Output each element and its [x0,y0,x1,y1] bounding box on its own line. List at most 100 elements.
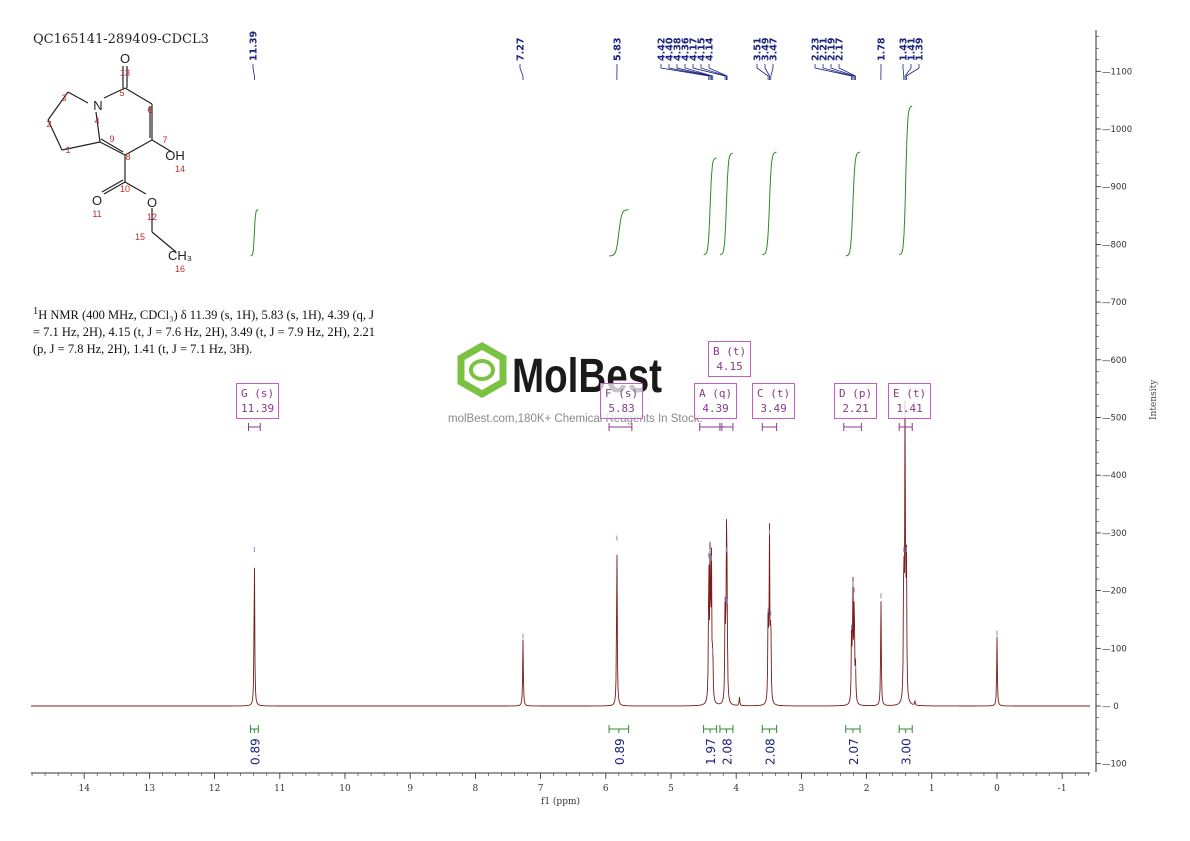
peak-label-connector [756,64,769,80]
bond [99,141,126,156]
peak-label: 11.39 [249,31,260,61]
integral-curve [250,209,259,257]
integral-curve [762,151,777,256]
multiplet-label: A (q) [699,387,733,400]
atom-number: 11 [92,209,101,219]
atom-number: 12 [147,212,157,222]
peak-label: 3.51 [753,38,764,61]
peak-label: 1.78 [877,37,888,61]
y-tick-label: —700 [1102,298,1127,308]
multiplet-box: A (q) 4.39 [694,383,738,419]
y-tick-label: —600 [1102,356,1127,366]
y-axis-label: Intensity [1149,379,1159,420]
peak-label-connector [708,64,728,80]
atom-label: OH [165,148,185,163]
peak-label-connector [902,64,905,80]
peak-label: 4.14 [705,37,716,61]
atom-number: 3 [61,93,66,103]
multiplet-box: B (t) 4.15 [708,341,752,377]
peak-label-connector [676,64,712,80]
x-axis-label: f1 (ppm) [541,797,580,807]
peak-label: 1.43 [899,38,910,61]
atom-number: 7 [162,135,167,145]
multiplet-shift: 4.15 [716,360,743,373]
peak-label: 4.38 [673,37,684,61]
multiplet-brackets [248,423,913,431]
peak-label: 4.36 [681,37,692,61]
x-tick-label: 5 [668,784,674,794]
molbest-hexagon-icon [457,341,507,399]
peak-label: 1.41 [907,38,918,61]
peak-label-connector [684,64,714,80]
peak-label: 4.17 [689,38,700,61]
peak-label-connector [252,64,255,80]
x-tick-label: -1 [1058,784,1067,794]
peak-label: 7.27 [516,38,527,61]
molbest-ring-icon [469,359,495,381]
peak-label-connector [904,64,912,80]
atom-label: CH₃ [168,248,192,263]
integral-value: 0.89 [248,738,262,765]
y-tick-label: —900 [1102,183,1127,193]
peak-label-connector [660,64,710,80]
x-tick-label: 3 [799,784,805,794]
sample-title: QC165141-289409-CDCL3 [33,32,209,47]
integral-curve [845,151,861,257]
peak-label-connector [692,64,726,80]
bond [124,139,153,156]
multiplet-shift: 11.39 [241,402,275,415]
multiplet-label: C (t) [757,387,791,400]
multiplet-shift: 1.41 [896,402,923,415]
peak-label: 3.47 [769,38,780,61]
bond [67,91,89,104]
x-tick-label: 10 [339,784,351,794]
bond [95,111,101,143]
atom-number: 1 [65,145,70,155]
peak-label-connector [764,64,770,80]
x-tick-label: 14 [78,784,90,794]
peak-label-connector [906,64,920,80]
y-tick-label: — 0 [1102,702,1119,712]
integral-curve [703,157,717,256]
atom-number: 15 [135,232,145,242]
peak-label: 5.83 [613,38,624,61]
peak-label: 3.49 [761,38,772,61]
peak-label: 1.39 [915,38,926,61]
y-tick-label: —1100 [1102,67,1132,77]
atom-label: N [93,98,102,113]
integral-value: 2.07 [847,738,861,765]
multiplet-shift: 3.49 [760,402,787,415]
peak-label-connector [770,64,774,80]
peak-label: 2.21 [819,38,830,61]
multiplet-label: F (s) [605,387,639,400]
y-tick-label: —100 [1102,760,1127,770]
peak-label-connector [814,64,852,80]
atom-number: 5 [119,88,124,98]
spectrum-trace [31,400,1090,707]
multiplet-shift: 5.83 [608,402,635,415]
x-tick-label: 4 [733,784,739,794]
x-tick-label: 0 [994,784,1000,794]
multiplet-label: D (p) [839,387,873,400]
multiplet-box: G (s) 11.39 [236,383,280,419]
peak-label-connector [700,64,727,80]
atom-number: 4 [94,116,99,126]
bond [151,231,177,253]
peak-label: 2.17 [835,38,846,61]
x-tick-label: 1 [929,784,935,794]
multiplet-box: E (t) 1.41 [888,383,932,419]
x-tick-label: 2 [864,784,870,794]
atom-number: 6 [147,105,152,115]
peak-label: 4.42 [657,38,668,61]
bond [103,181,126,195]
multiplet-box: C (t) 3.49 [752,383,796,419]
molbest-tagline: molBest.com,180K+ Chemical Reagents In S… [448,413,703,425]
bond [124,181,147,195]
atom-number: 9 [109,134,114,144]
multiplet-box: F (s) 5.83 [600,383,644,419]
peak-label-connector [838,64,856,80]
integral-curve [899,105,913,256]
multiplet-shift: 2.21 [842,402,869,415]
x-tick-label: 12 [209,784,220,794]
